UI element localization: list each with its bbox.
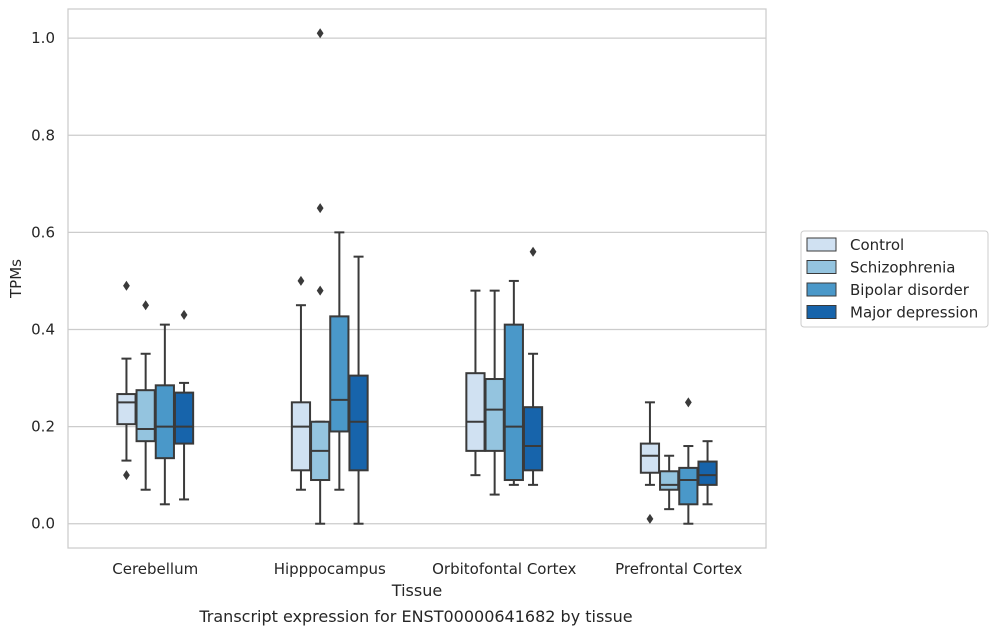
series-schizophrenia	[135, 28, 680, 525]
box-plot-item	[639, 401, 661, 524]
legend-label: Control	[850, 236, 904, 254]
series-control	[116, 275, 661, 524]
y-tick-label: 0.2	[31, 418, 55, 436]
legend-item: Schizophrenia	[806, 259, 955, 277]
y-tick-label: 0.8	[31, 126, 55, 144]
y-tick-label: 0.4	[31, 320, 55, 338]
box-iqr	[522, 406, 544, 472]
legend-label: Schizophrenia	[850, 259, 955, 277]
outlier-point	[316, 203, 324, 214]
box-plot-item	[290, 275, 312, 491]
x-tick-labels: Cerebellum Hipppocampus Orbitofontal Corte…	[112, 560, 742, 578]
y-tick-labels: 0.0 0.2 0.4 0.6 0.8 1.0	[31, 29, 55, 533]
y-tick-label: 0.6	[31, 223, 55, 241]
box-iqr	[290, 401, 312, 472]
y-axis-label: TPMs	[7, 259, 25, 299]
box-iqr	[697, 460, 718, 486]
box-plot-item	[310, 28, 331, 525]
x-tick-label: Prefrontal Cortex	[615, 560, 742, 578]
box-iqr	[659, 470, 680, 491]
box-iqr	[484, 378, 505, 452]
legend-label: Bipolar disorder	[850, 281, 970, 299]
x-tick-label: Orbitofontal Cortex	[432, 560, 576, 578]
box-plot-item	[484, 289, 505, 496]
legend-swatch	[806, 260, 837, 274]
box-iqr	[173, 391, 195, 445]
box-iqr	[348, 374, 369, 472]
box-plot-item	[697, 440, 718, 506]
outlier-point	[123, 470, 130, 481]
box-plot-item	[465, 289, 486, 477]
outlier-point	[123, 280, 130, 291]
box-plot-item	[116, 280, 137, 481]
outlier-point	[180, 309, 188, 320]
box-iqr	[135, 389, 156, 443]
series-major-depression	[173, 246, 718, 525]
box-plot-item	[329, 231, 350, 491]
y-tick-label: 1.0	[31, 29, 55, 47]
legend-item: Bipolar disorder	[806, 281, 970, 299]
box-plot-item	[135, 300, 156, 491]
outlier-point	[646, 513, 654, 524]
legend-item: Major depression	[806, 304, 978, 322]
outlier-point	[297, 275, 305, 286]
box-plot-item	[503, 279, 524, 486]
outlier-point	[316, 285, 324, 296]
outlier-point	[142, 300, 150, 311]
x-tick-label: Hipppocampus	[274, 560, 386, 578]
box-iqr	[678, 466, 699, 506]
box-plot-item	[173, 309, 195, 501]
box-plot-item	[678, 397, 699, 525]
box-plot-item	[659, 454, 680, 511]
box-iqr	[465, 372, 486, 452]
chart-caption: Transcript expression for ENST0000064168…	[198, 607, 632, 626]
legend-frame	[800, 230, 989, 328]
plot-frame	[67, 8, 767, 549]
box-iqr	[329, 315, 350, 433]
box-series-layer	[116, 28, 718, 525]
outlier-point	[684, 397, 692, 408]
outlier-point	[529, 246, 537, 257]
box-iqr	[639, 442, 661, 474]
legend-label: Major depression	[850, 304, 978, 322]
outlier-point	[316, 28, 324, 39]
legend-swatch	[806, 305, 837, 319]
box-plot-item	[348, 255, 369, 525]
x-tick-label: Cerebellum	[112, 560, 198, 578]
box-iqr	[154, 384, 175, 460]
legend-swatch	[806, 282, 837, 297]
x-axis-label: Tissue	[391, 581, 442, 600]
box-plot-item	[154, 323, 175, 506]
box-iqr	[116, 393, 137, 426]
legend: Control Schizophrenia Bipolar disorder Majo…	[800, 230, 989, 328]
y-tick-label: 0.0	[31, 515, 55, 533]
box-plot-item	[522, 246, 544, 486]
series-bipolar-disorder	[154, 231, 699, 525]
legend-swatch	[806, 237, 837, 252]
box-iqr	[503, 323, 524, 482]
legend-item: Control	[806, 236, 904, 254]
